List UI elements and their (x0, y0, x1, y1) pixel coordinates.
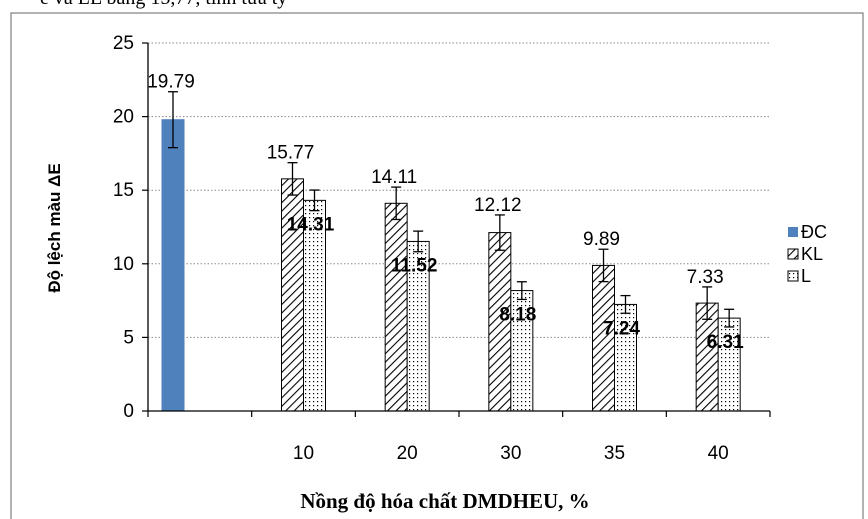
error-bar (413, 230, 424, 253)
x-tick-label: 40 (708, 443, 729, 464)
error-bar (309, 189, 320, 212)
error-bar (494, 214, 505, 251)
data-label: 14.31 (287, 214, 335, 235)
error-bar (287, 162, 298, 196)
x-tick-label: 20 (397, 443, 418, 464)
gridlines (148, 42, 770, 338)
x-axis-ticks: 10 20 30 35 40 (293, 443, 729, 464)
legend-swatch (787, 248, 799, 260)
data-label: 12.12 (474, 195, 522, 216)
x-axis-label: Nồng độ hóa chất DMDHEU, % (300, 489, 589, 513)
y-tick-label: 25 (113, 33, 134, 54)
error-bar (598, 248, 609, 283)
y-axis-ticks: 0 5 10 15 20 25 (113, 33, 134, 422)
legend-item-l: L (787, 266, 811, 286)
y-tick-label: 0 (123, 401, 134, 422)
legend-item-kl: KL (787, 244, 823, 264)
y-tick-label: 20 (113, 107, 134, 128)
data-label: 15.77 (267, 143, 315, 164)
bars (161, 119, 741, 412)
data-label: 9.89 (583, 229, 620, 250)
bar-kl-20 (384, 202, 408, 412)
legend-label: KL (801, 244, 823, 264)
x-tick-label: 10 (293, 443, 314, 464)
y-axis-label: Độ lệch màu ΔE (45, 163, 64, 292)
error-bar (724, 308, 735, 328)
data-label: 8.18 (499, 305, 536, 326)
data-label: 19.79 (147, 72, 195, 93)
x-tick-label: 35 (604, 443, 625, 464)
legend-label: ĐC (801, 222, 827, 242)
y-tick-label: 10 (113, 254, 134, 275)
y-tick-label: 15 (113, 180, 134, 201)
legend-item-đc: ĐC (788, 222, 827, 242)
legend-swatch (787, 270, 799, 282)
error-bar (391, 186, 402, 221)
data-label: 6.31 (707, 332, 744, 353)
data-label: 14.11 (371, 167, 417, 188)
y-tick-label: 5 (123, 327, 134, 348)
data-label: 11.52 (391, 255, 438, 276)
x-tick-label: 30 (500, 443, 521, 464)
error-bar (516, 281, 527, 301)
error-bar (168, 91, 178, 149)
error-bar (620, 294, 631, 314)
data-label: 7.24 (603, 318, 640, 339)
data-labels: 19.79 15.77 14.31 14.11 11.52 12.12 8.18 9.89 7.… (147, 72, 744, 353)
axes (142, 42, 771, 417)
header-text: e và LL bằng 15,77, tính tưa tỷ (40, 0, 287, 9)
legend-swatch (788, 227, 798, 237)
data-label: 7.33 (687, 267, 724, 288)
error-bar (702, 286, 713, 320)
bar-đc-control (161, 119, 185, 412)
error-bars (168, 91, 735, 328)
legend-label: L (801, 266, 811, 286)
chart-border (10, 12, 864, 519)
